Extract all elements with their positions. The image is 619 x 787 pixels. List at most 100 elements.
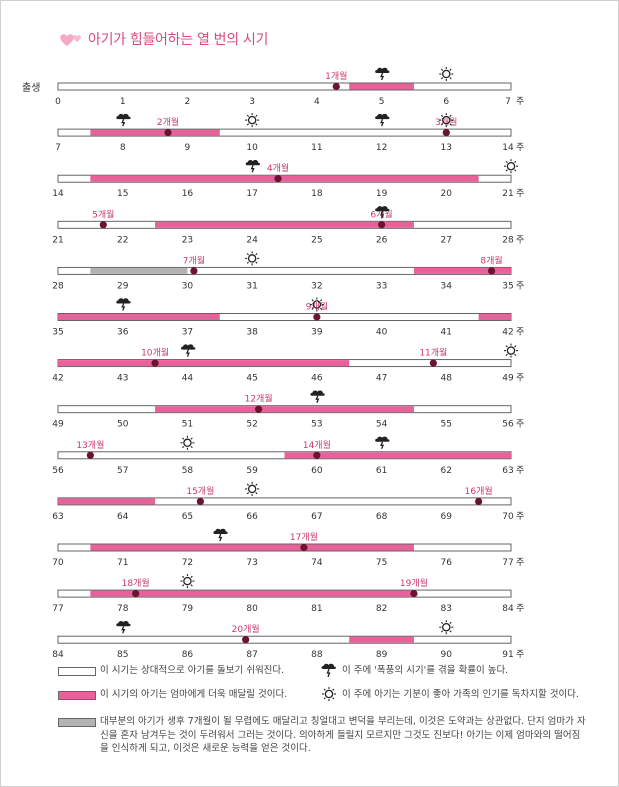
week-unit-label: 주: [516, 142, 524, 153]
pink-segment: [58, 498, 156, 505]
month-dot: [99, 221, 107, 229]
week-tick-label: 40: [376, 328, 388, 338]
week-tick-label: 42: [502, 328, 513, 338]
week-tick-label: 15: [117, 189, 128, 199]
storm-cloud-icon: [116, 620, 131, 634]
sun-icon: [180, 574, 195, 589]
week-tick-label: 77: [502, 558, 513, 568]
week-tick-label: 65: [182, 512, 193, 522]
legend-swatch-pink: [58, 691, 96, 700]
pink-segment: [90, 175, 479, 182]
sun-ray: [320, 307, 323, 310]
month-label: 9개월: [306, 301, 328, 313]
week-tick-label: 89: [376, 650, 388, 660]
sun-ray: [246, 114, 249, 117]
timeline-row: [57, 82, 512, 91]
month-dot: [442, 129, 450, 137]
sun-ray: [514, 169, 517, 172]
sun-ray: [449, 630, 452, 633]
timeline-row: [57, 635, 512, 644]
week-tick-label: 14: [502, 143, 514, 153]
week-tick-label: 48: [441, 374, 453, 384]
storm-cloud-icon: [116, 113, 131, 127]
sun-ray: [320, 299, 323, 302]
legend-pink-label: 이 시기의 아기는 엄마에게 더욱 매달릴 것이다.: [100, 689, 288, 700]
sun-core: [247, 484, 257, 494]
week-tick-label: 91: [502, 650, 513, 660]
week-tick-label: 63: [502, 466, 513, 476]
week-tick-label: 86: [182, 650, 194, 660]
week-tick-label: 11: [311, 143, 322, 153]
month-label: 12개월: [245, 393, 273, 405]
timeline-bar: [57, 635, 512, 644]
sun-core: [183, 438, 192, 448]
week-tick-label: 47: [376, 374, 387, 384]
week-tick-label: 50: [117, 420, 129, 430]
week-tick-label: 53: [311, 420, 322, 430]
week-tick-label: 43: [117, 374, 128, 384]
week-tick-label: 24: [246, 235, 258, 245]
storm-bolt: [380, 211, 385, 219]
sun-core: [247, 115, 257, 125]
legend-white-label: 이 시기는 상대적으로 아기를 돌보기 쉬워진다.: [100, 665, 285, 676]
storm-cloud-icon: [310, 390, 325, 403]
month-label: 15개월: [186, 485, 214, 497]
storm-bolt: [185, 349, 190, 357]
month-label: 2개월: [157, 116, 179, 128]
storm-bolt: [380, 441, 385, 450]
timeline-row: [57, 266, 512, 275]
storm-cloud-icon: [375, 436, 390, 450]
week-unit-label: 주: [516, 280, 524, 291]
month-dot: [313, 313, 321, 321]
sun-ray: [255, 492, 258, 495]
timeline-row: [57, 313, 512, 321]
month-dot: [475, 497, 483, 505]
month-dot: [332, 82, 340, 91]
week-tick-label: 61: [376, 466, 387, 476]
sun-ray: [440, 630, 444, 633]
birth-label: 출생: [22, 82, 40, 94]
month-dot: [487, 267, 496, 275]
sun-ray: [449, 114, 452, 117]
week-tick-label: 67: [311, 512, 322, 522]
storm-cloud-icon: [180, 344, 196, 357]
week-tick-label: 76: [441, 558, 453, 568]
storm-cloud-shape: [180, 344, 196, 350]
storm-cloud-shape: [310, 390, 325, 396]
storm-cloud-shape: [213, 528, 228, 534]
month-dot: [151, 359, 159, 367]
storm-cloud-shape: [375, 206, 390, 212]
week-tick-label: 32: [311, 281, 322, 291]
storm-cloud-shape: [116, 620, 131, 627]
week-tick-label: 71: [117, 558, 128, 568]
week-tick-label: 45: [246, 374, 257, 384]
week-tick-label: 80: [246, 604, 258, 614]
storm-cloud-shape: [116, 298, 131, 304]
timeline-row: [57, 174, 512, 183]
week-tick-label: 84: [502, 604, 514, 614]
sun-ray: [440, 114, 444, 117]
timeline-row: [57, 220, 512, 229]
week-tick-label: 79: [182, 604, 194, 614]
sun-ray: [440, 77, 444, 80]
week-tick-label: 37: [182, 328, 193, 338]
week-tick-label: 18: [311, 189, 323, 199]
month-label: 14개월: [303, 439, 331, 451]
pink-segment: [478, 314, 511, 320]
pink-segment: [284, 452, 511, 459]
week-tick-label: 56: [52, 466, 64, 476]
month-dot: [242, 636, 250, 644]
week-tick-label: 64: [117, 512, 129, 522]
storm-cloud-shape: [375, 436, 390, 442]
month-label: 3개월: [435, 116, 457, 128]
week-unit-label: 주: [516, 603, 524, 614]
week-tick-label: 19: [376, 189, 388, 199]
sun-icon: [439, 67, 454, 81]
week-tick-label: 63: [52, 512, 63, 522]
sun-ray: [255, 114, 258, 117]
sun-ray: [246, 483, 249, 486]
sun-ray: [505, 169, 508, 172]
week-tick-label: 12: [376, 143, 387, 153]
storm-bolt: [380, 72, 385, 81]
storm-cloud-shape: [375, 67, 390, 73]
